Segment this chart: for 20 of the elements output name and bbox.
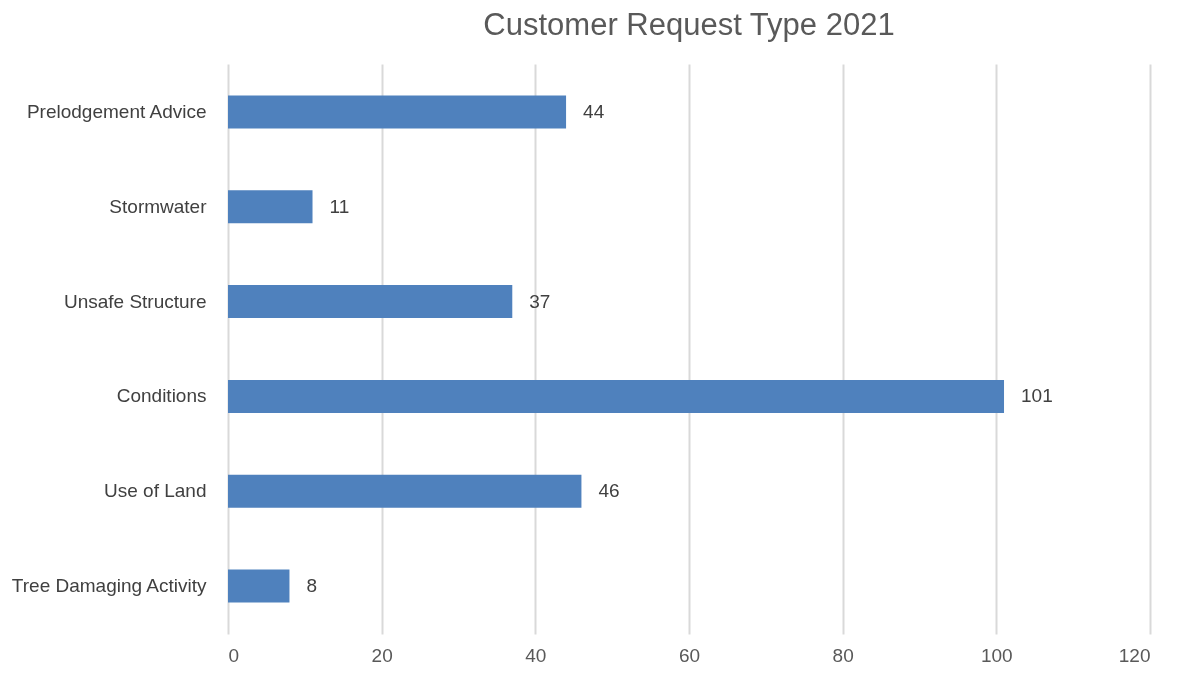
data-label: 8 bbox=[306, 575, 318, 597]
y-tick-label: Stormwater bbox=[109, 195, 208, 217]
x-tick-label: 80 bbox=[832, 644, 854, 666]
y-tick-label: Unsafe Structure bbox=[63, 290, 207, 312]
data-label: 46 bbox=[598, 480, 620, 502]
x-tick-label: 120 bbox=[1118, 644, 1151, 666]
x-tick-label: 60 bbox=[678, 644, 701, 666]
y-tick-label: Use of Land bbox=[104, 480, 207, 502]
x-tick-label: 40 bbox=[525, 644, 547, 666]
data-label: 11 bbox=[329, 195, 350, 217]
x-tick-label: 0 bbox=[228, 644, 240, 666]
x-tick-label: 100 bbox=[980, 644, 1013, 666]
x-tick-label: 20 bbox=[371, 644, 393, 666]
chart-title: Customer Request Type 2021 bbox=[483, 7, 895, 42]
y-tick-label: Tree Damaging Activity bbox=[11, 575, 207, 597]
data-label: 44 bbox=[583, 100, 605, 122]
data-label: 37 bbox=[529, 290, 551, 312]
y-tick-label: Prelodgement Advice bbox=[26, 100, 207, 122]
data-label: 101 bbox=[1021, 385, 1053, 407]
y-tick-label: Conditions bbox=[116, 385, 207, 407]
